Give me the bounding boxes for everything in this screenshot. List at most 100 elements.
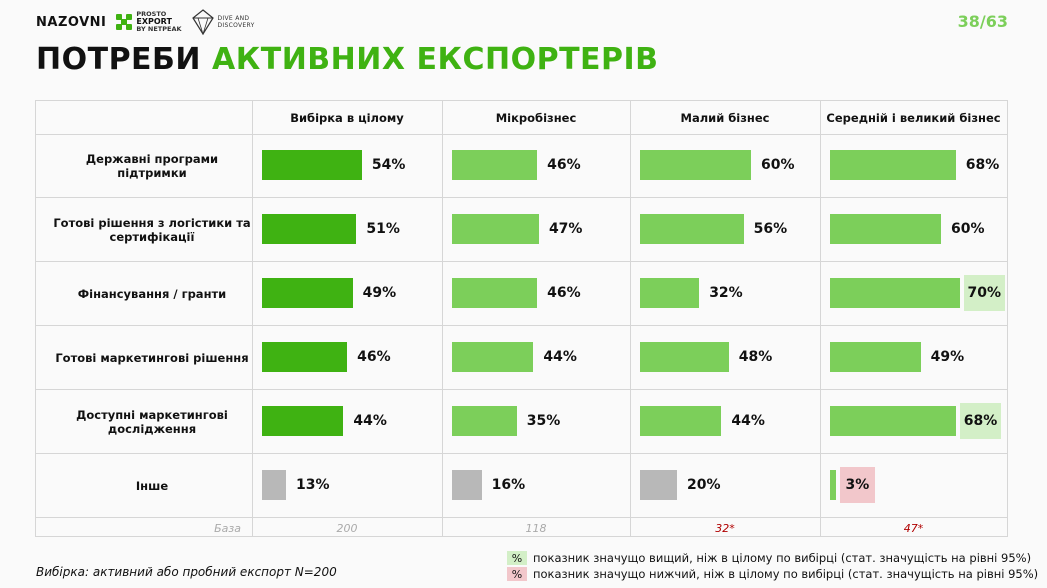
page-number: 38/63 xyxy=(957,12,1008,31)
column-header: Мікробізнес xyxy=(495,110,577,125)
row-label-text: Готові маркетингові рішення xyxy=(55,351,249,365)
data-bar xyxy=(830,470,836,500)
header-divider xyxy=(36,134,1007,135)
base-divider xyxy=(36,517,1007,518)
row-label: Державні програми підтримки xyxy=(36,134,252,198)
legend-row-higher: % показник значущо вищий, ніж в цілому п… xyxy=(507,550,1038,566)
row-label: Інше xyxy=(36,454,252,518)
column-divider xyxy=(820,101,821,536)
data-bar xyxy=(262,150,362,180)
data-bar xyxy=(830,278,960,308)
data-bar xyxy=(640,342,729,372)
data-label: 51% xyxy=(366,221,400,237)
sample-footnote: Вибірка: активний або пробний експорт N=… xyxy=(36,565,337,579)
page-title: ПОТРЕБИ АКТИВНИХ ЕКСПОРТЕРІВ xyxy=(36,42,659,77)
row-label-text: Інше xyxy=(135,479,169,493)
column-divider xyxy=(442,101,443,536)
prosto-logo-line1: PROSTO xyxy=(136,10,167,18)
nazovni-logo: NAZOVNI xyxy=(36,14,107,30)
prosto-export-logo: PROSTO EXPORT BY NETPEAK xyxy=(116,10,182,33)
row-divider xyxy=(36,389,1007,390)
prosto-logo-line3: BY NETPEAK xyxy=(136,25,182,33)
data-label: 44% xyxy=(353,413,387,429)
legend-text-lower: показник значущо нижчий, ніж в цілому по… xyxy=(533,567,1039,581)
column-header: Середній і великий бізнес xyxy=(826,110,1001,125)
needs-chart-table: Вибірка в цілому Мікробізнес Малий бізнес С… xyxy=(35,100,1008,537)
data-label: 47% xyxy=(548,221,583,237)
data-label: 32% xyxy=(709,285,743,301)
data-bar xyxy=(452,406,517,436)
legend-text-higher: показник значущо вищий, ніж в цілому по … xyxy=(533,551,1032,565)
data-bar xyxy=(830,150,956,180)
data-label: 68% xyxy=(959,403,1002,439)
data-label: 70% xyxy=(963,275,1006,311)
prosto-export-mark-icon xyxy=(116,14,133,30)
row-label: Доступні маркетингові дослідження xyxy=(36,390,252,454)
data-bar xyxy=(262,214,357,244)
base-value: 118 xyxy=(525,521,547,535)
base-value: 32* xyxy=(715,521,735,535)
data-label: 68% xyxy=(965,157,1000,173)
data-bar xyxy=(830,214,941,244)
data-label: 16% xyxy=(491,477,526,493)
dive-and-discovery-logo: DIVE AND DISCOVERY xyxy=(191,9,255,35)
base-value: 200 xyxy=(336,521,358,535)
data-label: 56% xyxy=(753,221,788,237)
column-header: Малий бізнес xyxy=(680,110,770,125)
row-label-text: Фінансування / гранти xyxy=(77,287,227,301)
data-bar xyxy=(640,150,751,180)
diamond-emblem-icon xyxy=(191,9,214,35)
title-part-1: ПОТРЕБИ xyxy=(36,42,212,77)
row-label: Готові маркетингові рішення xyxy=(36,326,252,390)
data-bar xyxy=(452,342,534,372)
data-bar xyxy=(262,342,348,372)
data-label: 54% xyxy=(371,157,406,173)
row-divider xyxy=(36,325,1007,326)
data-label: 60% xyxy=(951,221,985,237)
base-label: База xyxy=(214,521,241,535)
logos-bar: NAZOVNI PROSTO EXPORT BY NETPEAK DIVE AN… xyxy=(36,8,255,36)
data-bar xyxy=(830,342,921,372)
data-label: 44% xyxy=(731,413,765,429)
significance-legend: % показник значущо вищий, ніж в цілому п… xyxy=(507,550,1038,582)
data-label: 20% xyxy=(687,477,721,493)
data-bar xyxy=(640,214,744,244)
data-label: 13% xyxy=(296,477,330,493)
column-divider xyxy=(630,101,631,536)
data-bar xyxy=(452,214,539,244)
column-header: Вибірка в цілому xyxy=(290,110,404,125)
row-divider xyxy=(36,197,1007,198)
prosto-logo-line2: EXPORT xyxy=(136,17,172,26)
data-bar xyxy=(262,470,287,500)
data-label: 46% xyxy=(547,157,581,173)
row-divider xyxy=(36,453,1007,454)
data-label: 60% xyxy=(761,157,795,173)
legend-swatch-lower: % xyxy=(507,567,527,581)
data-label: 49% xyxy=(930,349,965,365)
base-value: 47* xyxy=(903,521,924,535)
data-bar xyxy=(262,278,353,308)
data-label: 3% xyxy=(839,467,876,503)
data-label: 49% xyxy=(362,285,397,301)
data-label: 46% xyxy=(547,285,581,301)
data-bar xyxy=(452,470,482,500)
data-bar xyxy=(452,278,538,308)
data-label: 35% xyxy=(526,413,561,429)
title-part-2: АКТИВНИХ ЕКСПОРТЕРІВ xyxy=(211,42,659,77)
data-label: 46% xyxy=(357,349,391,365)
data-bar xyxy=(830,406,956,436)
row-divider xyxy=(36,261,1007,262)
data-label: 44% xyxy=(543,349,577,365)
data-bar xyxy=(640,406,722,436)
row-label-text: Доступні маркетингові дослідження xyxy=(76,408,228,436)
dive-logo-line1: DIVE AND xyxy=(217,15,250,22)
row-label: Фінансування / гранти xyxy=(36,262,252,326)
legend-row-lower: % показник значущо нижчий, ніж в цілому … xyxy=(507,566,1038,582)
column-divider xyxy=(252,101,253,536)
row-label: Готові рішення з логістики та сертифікац… xyxy=(36,198,252,262)
data-bar xyxy=(640,278,700,308)
legend-swatch-higher: % xyxy=(507,551,527,565)
dive-logo-line2: DISCOVERY xyxy=(217,22,255,29)
data-bar xyxy=(452,150,538,180)
data-label: 48% xyxy=(738,349,773,365)
